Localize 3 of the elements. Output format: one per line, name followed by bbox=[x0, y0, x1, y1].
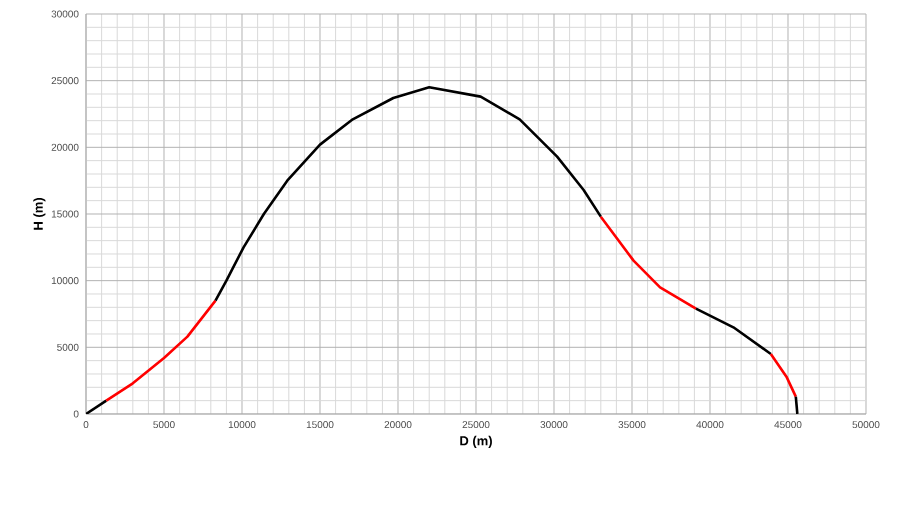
line-series bbox=[599, 215, 698, 310]
line-series bbox=[104, 299, 217, 402]
line-series bbox=[214, 86, 603, 302]
